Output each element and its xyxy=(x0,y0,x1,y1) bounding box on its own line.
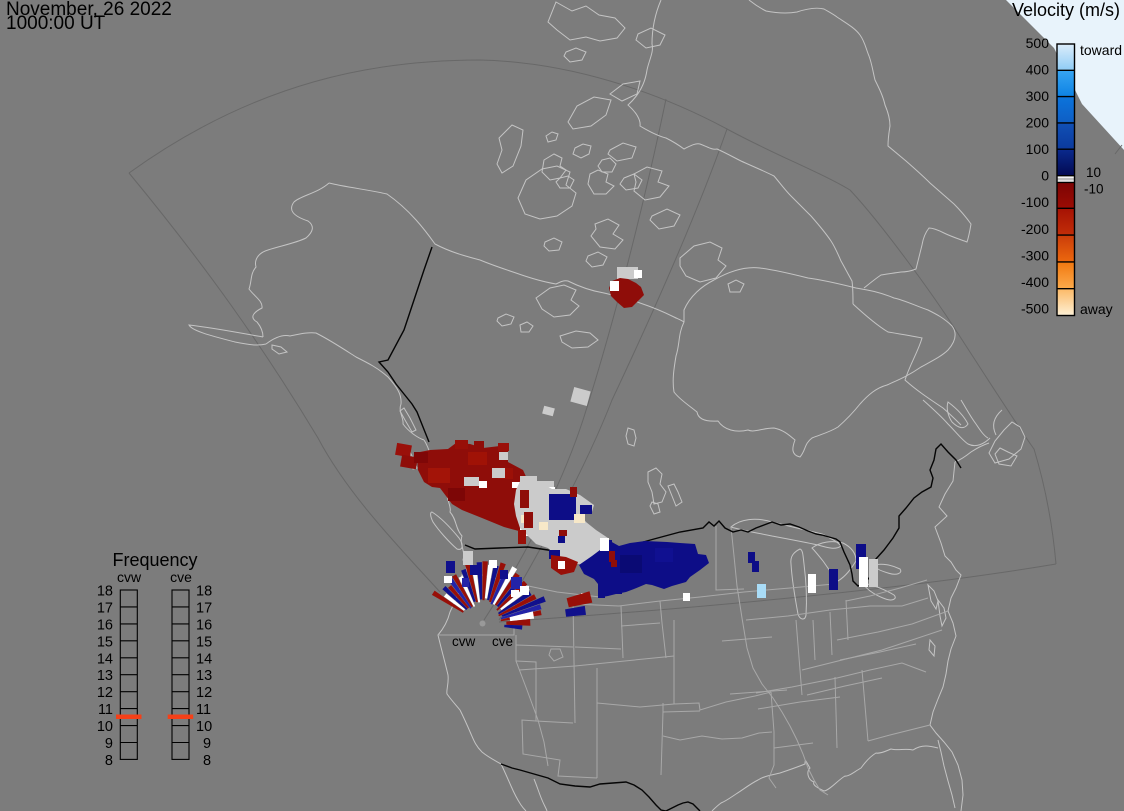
svg-text:100: 100 xyxy=(1026,141,1050,157)
svg-text:cve: cve xyxy=(170,569,192,585)
svg-text:-400: -400 xyxy=(1021,274,1049,290)
svg-text:17: 17 xyxy=(97,600,113,616)
svg-text:14: 14 xyxy=(196,651,212,667)
svg-text:-100: -100 xyxy=(1021,194,1049,210)
svg-text:cvw: cvw xyxy=(452,634,476,649)
svg-text:-300: -300 xyxy=(1021,247,1049,263)
svg-text:12: 12 xyxy=(97,685,113,701)
svg-text:10: 10 xyxy=(196,719,212,735)
svg-text:12: 12 xyxy=(196,685,212,701)
svg-text:Frequency: Frequency xyxy=(112,550,197,570)
svg-text:200: 200 xyxy=(1026,115,1050,131)
svg-text:-200: -200 xyxy=(1021,221,1049,237)
svg-text:17: 17 xyxy=(196,600,212,616)
svg-text:9: 9 xyxy=(105,736,113,752)
svg-text:16: 16 xyxy=(97,617,113,633)
svg-text:-500: -500 xyxy=(1021,300,1049,316)
svg-text:Velocity (m/s): Velocity (m/s) xyxy=(1012,0,1120,20)
svg-text:18: 18 xyxy=(196,584,212,600)
svg-text:8: 8 xyxy=(203,753,211,769)
svg-text:1000:00 UT: 1000:00 UT xyxy=(6,13,106,34)
svg-text:0: 0 xyxy=(1041,168,1049,184)
svg-text:cve: cve xyxy=(492,634,513,649)
svg-text:16: 16 xyxy=(196,617,212,633)
svg-text:10: 10 xyxy=(1086,165,1101,180)
svg-text:-10: -10 xyxy=(1084,182,1104,197)
svg-text:13: 13 xyxy=(196,668,212,684)
svg-text:9: 9 xyxy=(203,736,211,752)
svg-text:300: 300 xyxy=(1026,88,1050,104)
svg-text:11: 11 xyxy=(98,702,113,718)
svg-text:toward: toward xyxy=(1080,42,1122,58)
svg-text:15: 15 xyxy=(196,634,212,650)
svg-text:15: 15 xyxy=(97,634,113,650)
svg-text:13: 13 xyxy=(97,668,113,684)
svg-text:400: 400 xyxy=(1026,62,1050,78)
svg-text:8: 8 xyxy=(105,753,113,769)
svg-text:14: 14 xyxy=(97,651,113,667)
svg-text:away: away xyxy=(1080,301,1113,317)
svg-text:18: 18 xyxy=(97,584,113,600)
svg-text:500: 500 xyxy=(1026,35,1050,51)
svg-text:cvw: cvw xyxy=(117,569,142,585)
svg-text:November, 26 2022: November, 26 2022 xyxy=(6,0,172,20)
svg-text:10: 10 xyxy=(97,719,113,735)
svg-text:11: 11 xyxy=(196,702,211,718)
